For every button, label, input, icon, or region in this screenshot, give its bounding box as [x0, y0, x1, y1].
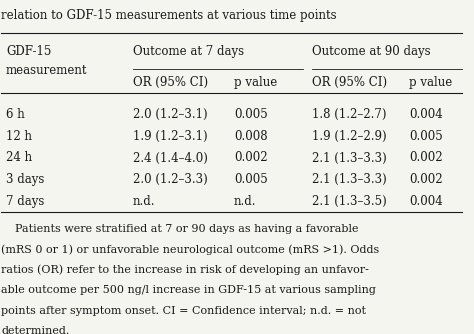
- Text: OR (95% CI): OR (95% CI): [133, 76, 208, 90]
- Text: Outcome at 7 days: Outcome at 7 days: [133, 45, 244, 58]
- Text: points after symptom onset. CI = Confidence interval; n.d. = not: points after symptom onset. CI = Confide…: [1, 306, 366, 316]
- Text: 2.4 (1.4–4.0): 2.4 (1.4–4.0): [133, 151, 208, 164]
- Text: 24 h: 24 h: [6, 151, 32, 164]
- Text: determined.: determined.: [1, 326, 70, 334]
- Text: 0.004: 0.004: [409, 195, 443, 208]
- Text: 1.9 (1.2–3.1): 1.9 (1.2–3.1): [133, 130, 207, 143]
- Text: 2.1 (1.3–3.5): 2.1 (1.3–3.5): [312, 195, 387, 208]
- Text: 6 h: 6 h: [6, 108, 25, 121]
- Text: 0.005: 0.005: [234, 108, 268, 121]
- Text: able outcome per 500 ng/l increase in GDF-15 at various sampling: able outcome per 500 ng/l increase in GD…: [1, 285, 376, 295]
- Text: 2.0 (1.2–3.3): 2.0 (1.2–3.3): [133, 173, 207, 186]
- Text: 0.005: 0.005: [234, 173, 268, 186]
- Text: (mRS 0 or 1) or unfavorable neurological outcome (mRS >1). Odds: (mRS 0 or 1) or unfavorable neurological…: [1, 244, 380, 255]
- Text: n.d.: n.d.: [234, 195, 256, 208]
- Text: 1.9 (1.2–2.9): 1.9 (1.2–2.9): [312, 130, 387, 143]
- Text: 2.1 (1.3–3.3): 2.1 (1.3–3.3): [312, 173, 387, 186]
- Text: 0.002: 0.002: [234, 151, 267, 164]
- Text: Patients were stratified at 7 or 90 days as having a favorable: Patients were stratified at 7 or 90 days…: [1, 224, 359, 234]
- Text: 1.8 (1.2–2.7): 1.8 (1.2–2.7): [312, 108, 387, 121]
- Text: 0.008: 0.008: [234, 130, 267, 143]
- Text: 2.0 (1.2–3.1): 2.0 (1.2–3.1): [133, 108, 207, 121]
- Text: 3 days: 3 days: [6, 173, 45, 186]
- Text: 7 days: 7 days: [6, 195, 45, 208]
- Text: Outcome at 90 days: Outcome at 90 days: [312, 45, 431, 58]
- Text: 2.1 (1.3–3.3): 2.1 (1.3–3.3): [312, 151, 387, 164]
- Text: 0.002: 0.002: [409, 151, 442, 164]
- Text: 12 h: 12 h: [6, 130, 32, 143]
- Text: ratios (OR) refer to the increase in risk of developing an unfavor-: ratios (OR) refer to the increase in ris…: [1, 265, 369, 276]
- Text: measurement: measurement: [6, 64, 88, 77]
- Text: n.d.: n.d.: [133, 195, 155, 208]
- Text: OR (95% CI): OR (95% CI): [312, 76, 387, 90]
- Text: relation to GDF-15 measurements at various time points: relation to GDF-15 measurements at vario…: [1, 9, 337, 22]
- Text: GDF-15: GDF-15: [6, 45, 51, 58]
- Text: p value: p value: [234, 76, 277, 90]
- Text: 0.002: 0.002: [409, 173, 442, 186]
- Text: 0.004: 0.004: [409, 108, 443, 121]
- Text: p value: p value: [409, 76, 452, 90]
- Text: 0.005: 0.005: [409, 130, 443, 143]
